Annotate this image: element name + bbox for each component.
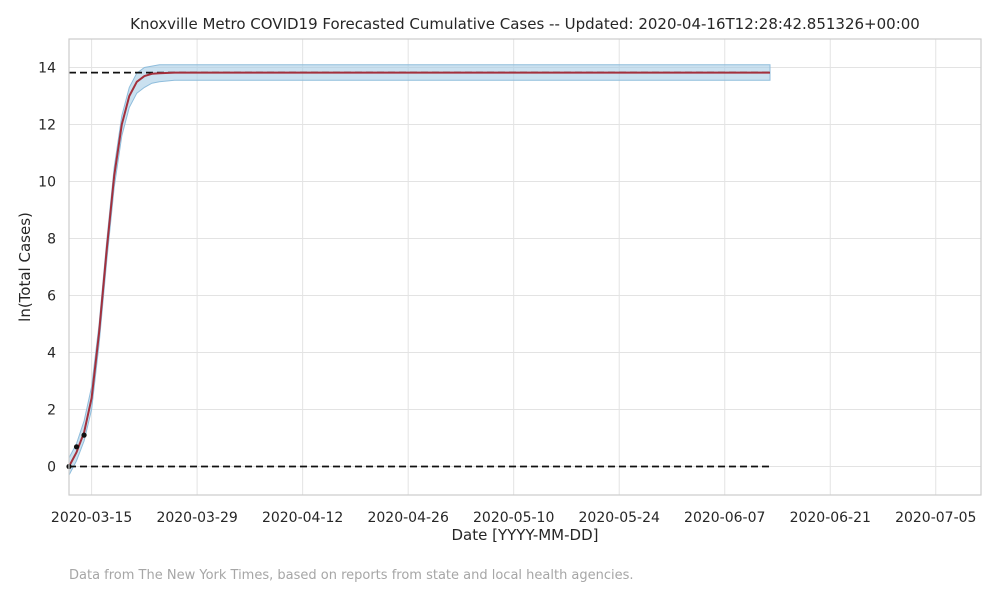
observed-point	[73, 444, 80, 450]
source-note: Data from The New York Times, based on r…	[69, 568, 634, 583]
x-tick-label: 2020-04-12	[262, 510, 343, 526]
forecast-line-layer	[68, 71, 770, 467]
x-tick-label: 2020-05-24	[579, 510, 660, 526]
y-tick-label: 4	[47, 346, 56, 362]
x-tick-label: 2020-06-07	[684, 510, 765, 526]
observed-points-layer	[66, 432, 87, 470]
plot-background	[69, 39, 981, 495]
x-tick-label: 2020-04-26	[367, 510, 448, 526]
y-axis-label: ln(Total Cases)	[16, 212, 34, 322]
x-tick-label: 2020-03-29	[156, 510, 237, 526]
y-tick-label: 6	[47, 289, 56, 305]
y-tick-label: 0	[47, 460, 56, 476]
forecast-line	[68, 71, 770, 467]
confidence-band-layer	[68, 64, 771, 476]
x-axis-label: Date [YYYY-MM-DD]	[451, 526, 598, 544]
y-tick-label: 14	[38, 61, 56, 77]
x-tick-label: 2020-07-05	[895, 510, 976, 526]
x-tick-label: 2020-05-10	[473, 510, 554, 526]
y-tick-label: 12	[38, 118, 56, 134]
plot-frame	[68, 38, 982, 496]
confidence-band	[68, 64, 771, 476]
y-tick-label: 8	[47, 232, 56, 248]
chart-title: Knoxville Metro COVID19 Forecasted Cumul…	[130, 15, 920, 33]
y-tick-labels: 0 2 4 6 8 10 12 14	[38, 61, 56, 476]
y-tick-label: 2	[47, 403, 56, 419]
x-tick-label: 2020-03-15	[51, 510, 132, 526]
observed-point	[81, 432, 87, 438]
x-tick-label: 2020-06-21	[790, 510, 871, 526]
x-tick-labels: 2020-03-15 2020-03-29 2020-04-12 2020-04-26…	[51, 510, 977, 526]
y-tick-label: 10	[38, 175, 56, 191]
